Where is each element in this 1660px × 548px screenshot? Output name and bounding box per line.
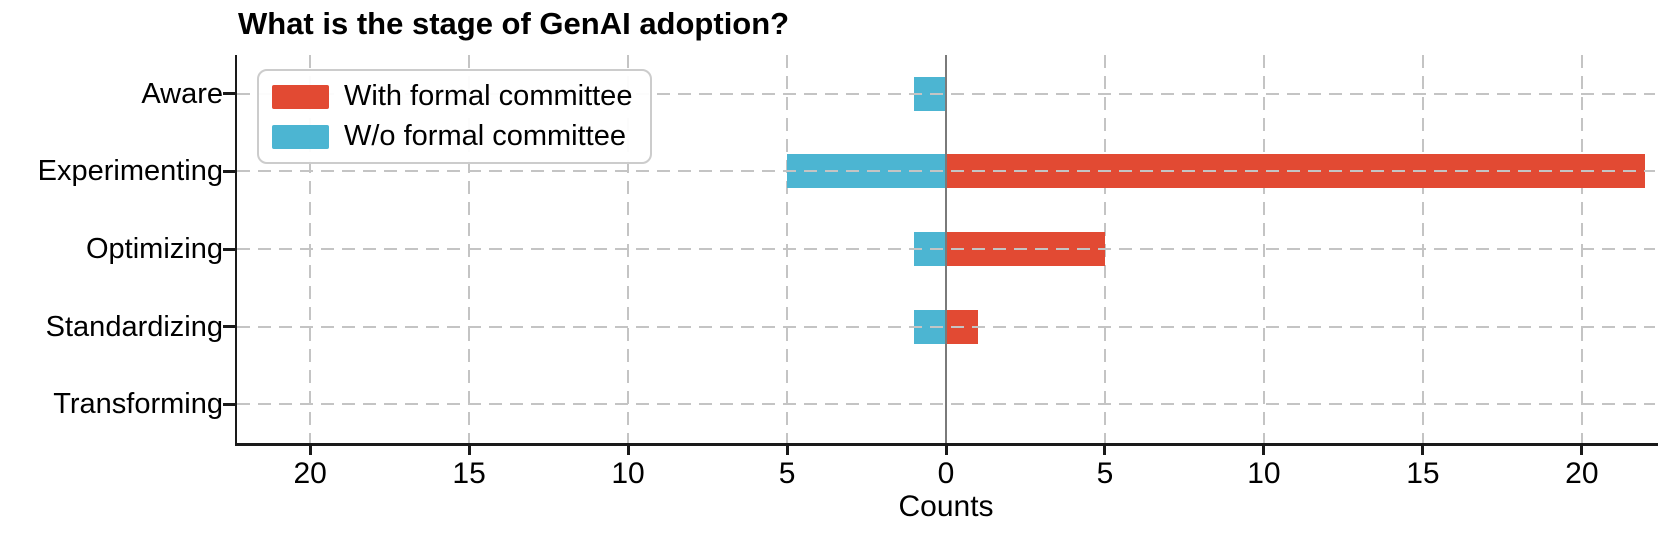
- y-tick-label-standardizing: Standardizing: [45, 310, 223, 343]
- x-tick-label: 10: [611, 457, 645, 490]
- plot-area: With formal committee W/o formal committ…: [222, 55, 1658, 490]
- legend-swatch-with-formal-committee: [272, 84, 329, 109]
- y-tick-mark: [222, 402, 235, 406]
- y-tick-mark: [222, 247, 235, 251]
- x-tick-label: 15: [452, 457, 486, 490]
- x-tick-mark: [1421, 443, 1425, 455]
- y-tick-label-aware: Aware: [141, 77, 223, 110]
- x-tick-mark: [944, 443, 948, 455]
- y-tick-mark: [222, 92, 235, 96]
- x-tick-label: 20: [293, 457, 327, 490]
- y-axis-spine: [234, 55, 237, 443]
- x-tick-mark: [467, 443, 471, 455]
- y-tick-mark: [222, 325, 235, 329]
- legend: With formal committee W/o formal committ…: [257, 69, 653, 164]
- x-tick-mark: [626, 443, 630, 455]
- x-tick-mark: [1580, 443, 1584, 455]
- legend-label-without-formal-committee: W/o formal committee: [344, 120, 626, 152]
- legend-swatch-without-formal-committee: [272, 124, 329, 149]
- x-tick-label: 0: [937, 457, 955, 490]
- y-tick-label-experimenting: Experimenting: [37, 155, 223, 188]
- legend-item-without-formal-committee: W/o formal committee: [272, 120, 632, 153]
- legend-label-with-formal-committee: With formal committee: [344, 80, 633, 112]
- x-tick-label: 20: [1565, 457, 1599, 490]
- x-tick-label: 10: [1247, 457, 1281, 490]
- x-axis-title: Counts: [898, 490, 994, 523]
- x-tick-label: 5: [1096, 457, 1114, 490]
- x-tick-mark: [308, 443, 312, 455]
- x-tick-mark: [785, 443, 789, 455]
- legend-item-with-formal-committee: With formal committee: [272, 80, 632, 113]
- y-tick-label-transforming: Transforming: [53, 388, 223, 421]
- zero-line: [944, 55, 948, 443]
- x-tick-label: 5: [778, 457, 796, 490]
- x-tick-mark: [1262, 443, 1266, 455]
- y-tick-label-optimizing: Optimizing: [86, 233, 223, 265]
- chart-title: What is the stage of GenAI adoption?: [238, 6, 790, 41]
- x-tick-label: 15: [1406, 457, 1440, 490]
- x-tick-mark: [1103, 443, 1107, 455]
- y-tick-mark: [222, 169, 235, 173]
